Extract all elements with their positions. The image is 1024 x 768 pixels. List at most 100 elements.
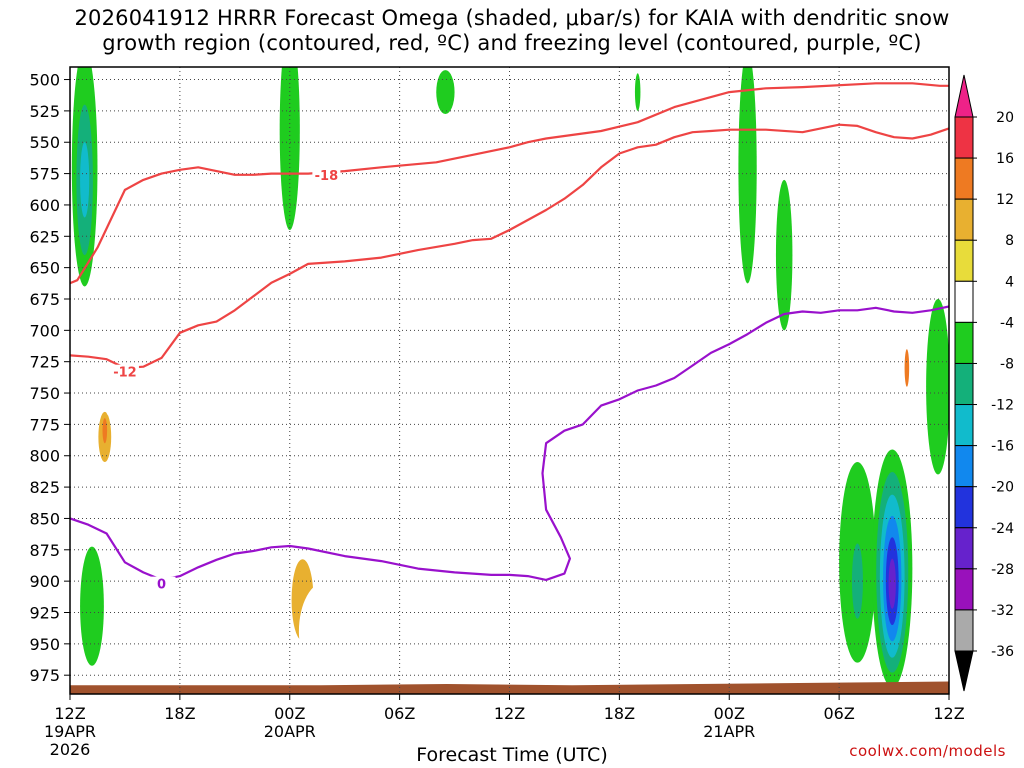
colorbar-band-6 <box>954 362 974 406</box>
y-tick-label-800: 800 <box>29 447 60 466</box>
omega-region-15 <box>542 530 561 594</box>
y-tick-label-575: 575 <box>29 165 60 184</box>
colorbar-label-6: -8 <box>1000 356 1014 372</box>
colorbar-band-0 <box>954 116 974 159</box>
y-tick-label-875: 875 <box>29 541 60 560</box>
y-tick-label-975: 975 <box>29 666 60 685</box>
omega-region-19 <box>742 490 783 572</box>
omega-region-16 <box>631 292 667 469</box>
contour-label-bg-0 <box>312 167 341 182</box>
contour-label-bg-2 <box>147 576 176 591</box>
x-tick-label-12: 00Z <box>274 704 305 723</box>
colorbar-band-9 <box>954 486 974 529</box>
y-tick-label-750: 750 <box>29 384 60 403</box>
colorbar-label-12: -32 <box>991 603 1014 619</box>
colorbar-top-arrow <box>954 74 974 118</box>
colorbar-band-10 <box>954 527 974 570</box>
contour-line-1 <box>70 123 949 370</box>
grid-lines <box>70 67 949 694</box>
contour-line-0 <box>70 82 949 285</box>
credit-link[interactable]: coolwx.com/models <box>849 742 1006 760</box>
colorbar-band-7 <box>954 404 974 447</box>
colorbar-label-3: 8 <box>1005 233 1014 249</box>
y-tick-label-625: 625 <box>29 227 60 246</box>
x-axis-title: Forecast Time (UTC) <box>416 744 608 766</box>
x-tick-label-42: 06Z <box>823 704 854 723</box>
y-tick-label-925: 925 <box>29 603 60 622</box>
y-tick-label-850: 850 <box>29 509 60 528</box>
omega-region-24 <box>943 556 949 632</box>
y-tick-label-650: 650 <box>29 259 60 278</box>
omega-region-28 <box>80 546 104 666</box>
x-tick-year-0: 2026 <box>50 740 91 759</box>
x-tick-label-30: 18Z <box>604 704 635 723</box>
y-tick-label-525: 525 <box>29 102 60 121</box>
x-tick-label-36: 00Z <box>714 704 745 723</box>
omega-region-31 <box>634 73 641 111</box>
colorbar-band-2 <box>954 198 974 241</box>
colorbar-bottom-arrow <box>954 650 974 692</box>
colorbar-band-1 <box>954 157 974 200</box>
omega-region-21 <box>834 314 859 459</box>
omega-region-42 <box>888 558 896 609</box>
omega-region-13 <box>493 161 515 387</box>
colorbar-label-8: -16 <box>991 439 1014 455</box>
colorbar-label-4: 4 <box>1005 274 1014 290</box>
colorbar-label-0: 20 <box>996 110 1014 126</box>
x-tick-label-24: 12Z <box>494 704 525 723</box>
omega-region-23 <box>904 349 910 387</box>
colorbar-label-1: 16 <box>996 151 1014 167</box>
y-tick-label-700: 700 <box>29 321 60 340</box>
omega-region-11 <box>320 154 336 381</box>
x-tick-date-12: 20APR <box>264 722 316 741</box>
omega-region-6 <box>246 430 264 694</box>
y-tick-label-950: 950 <box>29 635 60 654</box>
omega-region-12 <box>99 67 114 115</box>
colorbar-label-9: -20 <box>991 480 1014 496</box>
omega-region-14 <box>503 104 513 205</box>
y-tick-label-825: 825 <box>29 478 60 497</box>
omega-region-32 <box>738 67 757 284</box>
y-tick-label-550: 550 <box>29 133 60 152</box>
contour-label-0: -18 <box>315 169 339 184</box>
omega-region-20 <box>726 414 740 472</box>
x-tick-label-18: 06Z <box>384 704 415 723</box>
omega-region-30 <box>436 70 455 115</box>
colorbar-label-10: -24 <box>991 521 1014 537</box>
colorbar-band-5 <box>954 321 974 364</box>
colorbar-label-5: -4 <box>1000 315 1014 331</box>
x-tick-label-0: 12Z <box>54 704 85 723</box>
omega-region-10 <box>298 581 354 682</box>
omega-region-29 <box>279 67 300 230</box>
contour-label-bg-1 <box>110 364 139 379</box>
colorbar-label-2: 12 <box>996 192 1014 208</box>
colorbar-band-4 <box>954 280 974 323</box>
y-tick-label-775: 775 <box>29 415 60 434</box>
colorbar-band-8 <box>954 445 974 488</box>
omega-region-5 <box>209 449 224 550</box>
colorbar-band-11 <box>954 568 974 611</box>
omega-region-36 <box>926 299 949 475</box>
contour-label-1: -12 <box>113 366 137 381</box>
contour-lines: -18 -12 0 <box>70 82 949 593</box>
colorbar-label-13: -36 <box>991 644 1014 660</box>
y-tick-label-500: 500 <box>29 71 60 90</box>
omega-region-27 <box>80 142 90 218</box>
omega-colorbar: 20 16 12 8 4 -4 -8 -12 -16 -20 -24 -28 -32 -36 <box>954 74 1014 692</box>
y-tick-label-900: 900 <box>29 572 60 591</box>
colorbar-label-7: -12 <box>991 398 1014 414</box>
x-tick-date-0: 19APR <box>44 722 96 741</box>
omega-region-35 <box>851 543 863 619</box>
y-tick-label-675: 675 <box>29 290 60 309</box>
colorbar-band-12 <box>954 609 974 652</box>
x-tick-label-48: 12Z <box>933 704 964 723</box>
y-tick-label-725: 725 <box>29 353 60 372</box>
omega-region-17 <box>635 273 655 337</box>
omega-region-2 <box>102 418 108 444</box>
x-tick-label-6: 18Z <box>164 704 195 723</box>
colorbar-label-11: -28 <box>991 562 1014 578</box>
colorbar-band-3 <box>954 239 974 282</box>
x-tick-date-36: 21APR <box>703 722 755 741</box>
